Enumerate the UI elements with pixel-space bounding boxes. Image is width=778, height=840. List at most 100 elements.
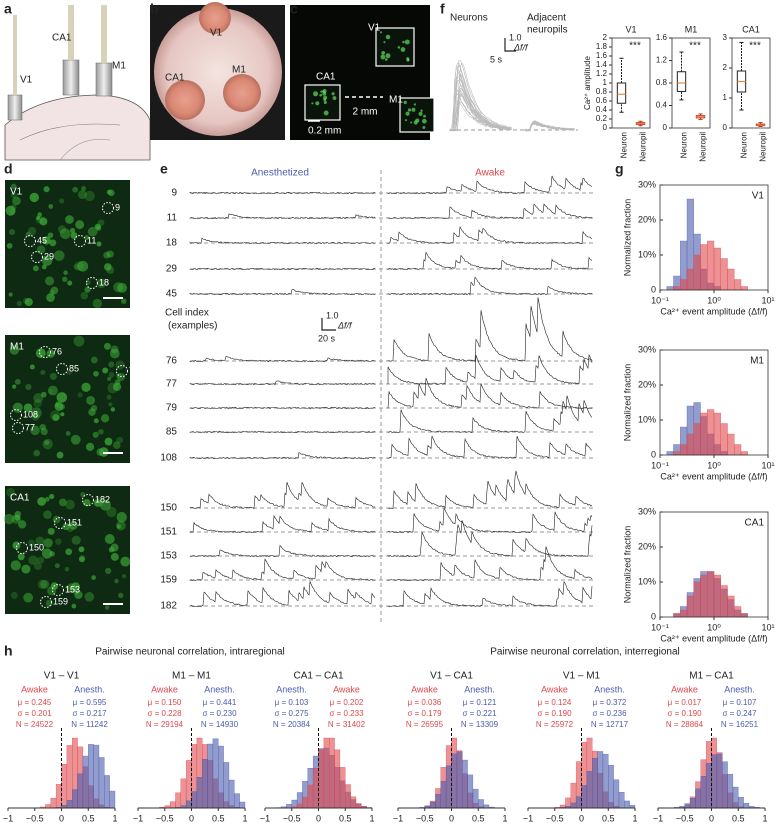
- cell-spot: [93, 370, 99, 377]
- fov-box: [304, 84, 341, 121]
- cell-spot: [25, 231, 31, 237]
- y-tick-label: 0: [651, 611, 656, 621]
- bar: [693, 254, 701, 291]
- cell-spot: [27, 226, 37, 236]
- cell-spot: [322, 88, 327, 94]
- stat-label: μ = 0.245: [18, 698, 52, 707]
- cell-label: 79: [129, 365, 139, 375]
- bar: [345, 784, 351, 809]
- cell-spot: [108, 371, 115, 378]
- x-tick-label: 1: [632, 813, 637, 823]
- bar: [727, 595, 735, 618]
- cell-spot: [44, 440, 50, 446]
- stat-label: μ = 0.441: [203, 698, 237, 707]
- cell-spot: [5, 205, 16, 216]
- cell-label: 159: [160, 575, 177, 586]
- cell-spot: [112, 441, 121, 449]
- cell-spot: [17, 520, 27, 529]
- axis-label: Cell index: [165, 308, 209, 319]
- cell-label: 85: [166, 427, 178, 438]
- cell-spot: [43, 510, 52, 520]
- cell-spot: [41, 255, 53, 266]
- cell-spot: [323, 100, 327, 105]
- cell-spot: [73, 335, 85, 347]
- cell-spot: [47, 232, 54, 239]
- cell-spot: [47, 385, 58, 396]
- y-tick-label: 0: [651, 284, 656, 294]
- cell-label: 150: [29, 542, 44, 552]
- bar: [77, 773, 84, 809]
- cell-roi: [52, 584, 64, 596]
- cell-spot: [62, 276, 68, 283]
- cell-spot: [70, 232, 78, 239]
- panel-letter: b: [150, 1, 159, 17]
- region-label: V1: [210, 28, 223, 39]
- significance: ***: [689, 41, 701, 52]
- cell-spot: [405, 111, 410, 116]
- x-tick-label: Neuropil: [699, 132, 708, 162]
- bar: [700, 244, 708, 291]
- x-tick-label: 1: [242, 813, 247, 823]
- cell-spot: [52, 515, 61, 524]
- cell-roi: [102, 202, 114, 214]
- bar: [586, 771, 593, 809]
- cell-spot: [385, 53, 391, 59]
- cell-spot: [42, 438, 53, 450]
- x-tick-label: Neuron: [740, 132, 749, 158]
- stat-label: N = 14930: [201, 720, 239, 729]
- bar: [666, 451, 674, 456]
- axis-label: Ca²⁺ event amplitude (Δf/f): [660, 306, 767, 316]
- chart-title: V1 – M1: [563, 671, 601, 682]
- cell-spot: [8, 292, 13, 297]
- legend-label: Anesth.: [276, 684, 307, 694]
- scale-bar: [504, 38, 516, 52]
- y-tick-label: 0: [723, 123, 728, 132]
- x-tick-label: 0: [189, 813, 194, 823]
- y-tick-label: 30%: [638, 179, 656, 189]
- cell-spot: [24, 297, 33, 307]
- x-tick-label: 10¹: [761, 460, 774, 470]
- group-title: Pairwise neuronal correlation, intraregi…: [95, 647, 285, 658]
- bar: [727, 773, 734, 809]
- bar: [740, 613, 748, 618]
- stat-label: σ = 0.190: [537, 709, 572, 718]
- bar: [700, 776, 707, 809]
- cell-roi: [39, 346, 51, 358]
- cell-spot: [106, 506, 117, 518]
- axis-label: Ca²⁺ event amplitude (Δf/f): [660, 471, 767, 481]
- cell-spot: [423, 114, 426, 118]
- stat-label: σ = 0.236: [592, 709, 627, 718]
- bar: [88, 744, 94, 809]
- cell-spot: [59, 198, 65, 204]
- stat-label: N = 13309: [461, 720, 499, 729]
- cell-spot: [103, 251, 111, 259]
- cell-spot: [63, 270, 68, 275]
- trace: [189, 237, 376, 245]
- bar: [175, 792, 181, 809]
- cell-spot: [404, 39, 410, 45]
- x-tick-label: 10⁻¹: [651, 622, 669, 632]
- bar: [45, 804, 52, 809]
- cell-spot: [84, 591, 95, 602]
- cell-spot: [315, 101, 320, 106]
- cell-roi: [40, 596, 52, 608]
- cell-spot: [30, 425, 40, 436]
- cell-spot: [84, 190, 95, 202]
- stat-label: σ = 0.217: [72, 709, 107, 718]
- trace: [189, 581, 376, 608]
- cell-spot: [83, 498, 91, 507]
- bar: [680, 444, 688, 456]
- trace: [189, 544, 376, 558]
- cell-label: 76: [52, 346, 62, 356]
- cell-spot: [104, 263, 112, 271]
- bar: [307, 784, 314, 809]
- x-tick-label: 10⁰: [707, 295, 721, 305]
- cell-spot: [34, 562, 42, 571]
- cell-spot: [39, 217, 48, 226]
- cell-spot: [70, 434, 81, 445]
- scale-label: Δf/f: [513, 42, 529, 52]
- cell-spot: [56, 392, 68, 403]
- bar: [700, 412, 708, 456]
- cell-spot: [43, 186, 50, 193]
- bar: [66, 745, 73, 809]
